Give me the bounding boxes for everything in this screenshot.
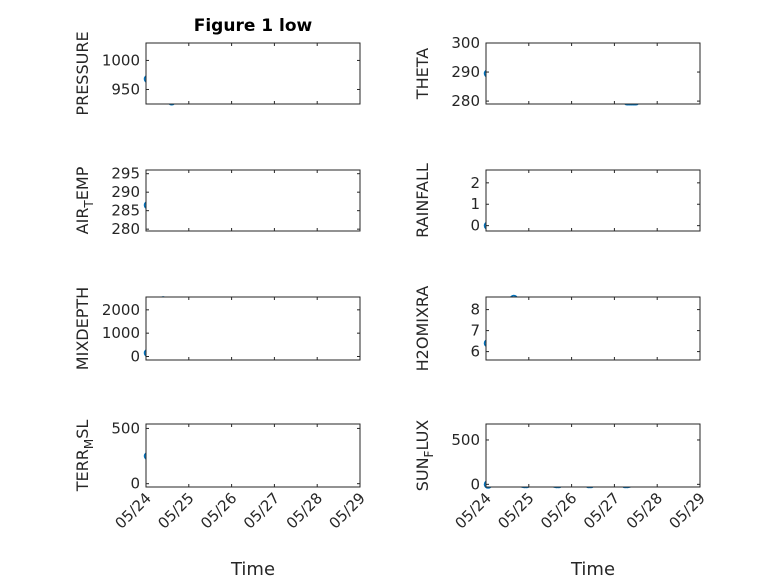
y-tick-label: 950 bbox=[111, 80, 140, 98]
y-tick-label: 0 bbox=[470, 475, 480, 493]
x-tick-label: 05/27 bbox=[240, 489, 283, 532]
y-axis-label: RAINFALL bbox=[413, 163, 432, 238]
y-axis-label: AIRTEMP bbox=[73, 166, 96, 234]
y-tick-label: 8 bbox=[470, 301, 480, 319]
subplot-terr-msl: 0 500 05/24 05/25 05/26 05/27 05/28 05/29 Time TE… bbox=[73, 419, 369, 580]
y-tick-label: 290 bbox=[451, 63, 480, 81]
y-tick-label: 500 bbox=[451, 431, 480, 449]
axes-frame bbox=[145, 169, 361, 232]
y-axis-label: THETA bbox=[413, 48, 432, 100]
y-tick-label: 7 bbox=[470, 322, 480, 340]
y-tick-label: 1000 bbox=[102, 51, 140, 69]
subplot-mixdepth: 0 1000 2000 MIXDEPTH bbox=[73, 287, 361, 370]
y-tick-label: 0 bbox=[470, 217, 480, 235]
subplot-pressure: 950 1000 PRESSURE bbox=[73, 31, 361, 116]
y-tick-label: 2 bbox=[470, 174, 480, 192]
y-tick-label: 1000 bbox=[102, 324, 140, 342]
x-tick-label: 05/25 bbox=[494, 489, 537, 532]
y-tick-label: 500 bbox=[111, 419, 140, 437]
y-axis-label: SUNFLUX bbox=[413, 420, 436, 492]
x-axis-label: Time bbox=[570, 559, 615, 580]
x-tick-label: 05/29 bbox=[326, 489, 369, 532]
y-tick-label: 295 bbox=[111, 165, 140, 183]
axes-frame bbox=[485, 423, 701, 488]
y-tick-label: 1 bbox=[470, 195, 480, 213]
x-tick-label: 05/26 bbox=[197, 489, 240, 532]
y-tick-label: 285 bbox=[111, 202, 140, 220]
y-axis-label: MIXDEPTH bbox=[73, 287, 92, 370]
axes-frame bbox=[145, 423, 361, 488]
y-tick-label: 0 bbox=[130, 475, 140, 493]
x-tick-label: 05/29 bbox=[666, 489, 709, 532]
subplot-h2omixra: 6 7 8 H2OMIXRA bbox=[413, 286, 701, 372]
y-tick-label: 280 bbox=[111, 220, 140, 238]
y-axis-label: TERRMSL bbox=[73, 420, 96, 493]
subplot-rainfall: 0 1 2 RAINFALL bbox=[413, 163, 701, 238]
y-tick-label: 0 bbox=[130, 348, 140, 366]
figure-title: Figure 1 low bbox=[194, 16, 313, 36]
x-tick-label: 05/24 bbox=[452, 489, 495, 532]
y-tick-label: 280 bbox=[451, 92, 480, 110]
axes-frame bbox=[485, 296, 701, 361]
subplot-sun-flux: 0 500 05/24 05/25 05/26 05/27 05/28 05/29 Time SU… bbox=[413, 420, 709, 580]
y-axis-label: H2OMIXRA bbox=[413, 286, 432, 372]
axes-frame bbox=[485, 42, 701, 105]
y-tick-label: 300 bbox=[451, 34, 480, 52]
y-tick-label: 290 bbox=[111, 183, 140, 201]
x-tick-label: 05/28 bbox=[623, 489, 666, 532]
subplot-theta: 280 290 300 THETA bbox=[413, 34, 701, 110]
y-axis-label: PRESSURE bbox=[73, 31, 92, 115]
x-tick-label: 05/27 bbox=[580, 489, 623, 532]
y-tick-label: 2000 bbox=[102, 301, 140, 319]
axes-frame bbox=[485, 169, 701, 232]
x-tick-label: 05/28 bbox=[283, 489, 326, 532]
x-axis-label: Time bbox=[230, 559, 275, 580]
axes-frame bbox=[145, 42, 361, 105]
y-tick-label: 6 bbox=[470, 343, 480, 361]
x-tick-label: 05/26 bbox=[537, 489, 580, 532]
axes-frame bbox=[145, 296, 361, 361]
x-tick-label: 05/24 bbox=[112, 489, 155, 532]
x-tick-label: 05/25 bbox=[154, 489, 197, 532]
